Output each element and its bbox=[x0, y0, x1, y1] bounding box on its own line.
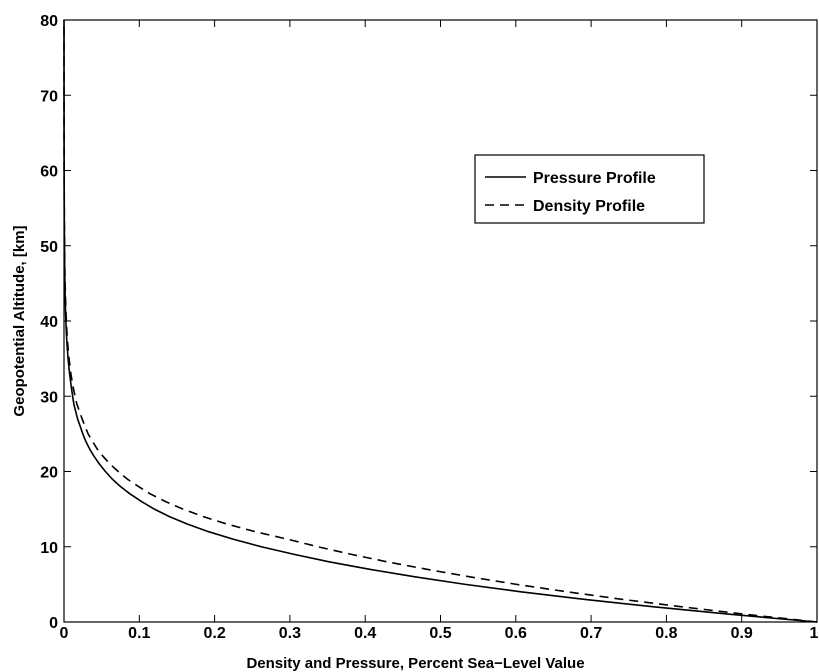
x-tick-label: 0 bbox=[60, 625, 69, 642]
y-axis-ticks: 0 10 20 30 40 50 60 70 80 bbox=[40, 13, 817, 632]
legend-box bbox=[474, 154, 705, 224]
y-axis-label: Geopotential Altitude, [km] bbox=[11, 225, 28, 416]
x-tick-label: 0.7 bbox=[580, 625, 602, 642]
y-tick-label: 40 bbox=[40, 314, 58, 331]
x-tick-label: 0.6 bbox=[505, 625, 527, 642]
y-tick-label: 10 bbox=[40, 540, 58, 557]
legend-entry-density: Density Profile bbox=[533, 198, 645, 215]
y-tick-label: 70 bbox=[40, 88, 58, 105]
legend: Pressure Profile Density Profile bbox=[474, 154, 705, 224]
y-tick-label: 20 bbox=[40, 465, 58, 482]
x-tick-label: 0.5 bbox=[429, 625, 451, 642]
y-tick-label: 80 bbox=[40, 13, 58, 30]
x-axis-ticks: 0 0.1 0.2 0.3 0.4 0.5 0.6 0.7 0.8 0.9 1 bbox=[60, 20, 819, 642]
y-tick-label: 0 bbox=[49, 615, 58, 632]
y-tick-label: 60 bbox=[40, 164, 58, 181]
x-tick-label: 1 bbox=[810, 625, 819, 642]
y-tick-label: 50 bbox=[40, 239, 58, 256]
x-tick-label: 0.9 bbox=[731, 625, 753, 642]
x-tick-label: 0.4 bbox=[354, 625, 376, 642]
x-tick-label: 0.3 bbox=[279, 625, 301, 642]
x-axis-label: Density and Pressure, Percent Sea−Level … bbox=[246, 655, 584, 672]
legend-entry-pressure: Pressure Profile bbox=[533, 170, 656, 187]
y-tick-label: 30 bbox=[40, 389, 58, 406]
x-tick-label: 0.8 bbox=[655, 625, 677, 642]
x-tick-label: 0.1 bbox=[128, 625, 150, 642]
x-tick-label: 0.2 bbox=[203, 625, 225, 642]
series-line-density bbox=[63, 19, 818, 623]
